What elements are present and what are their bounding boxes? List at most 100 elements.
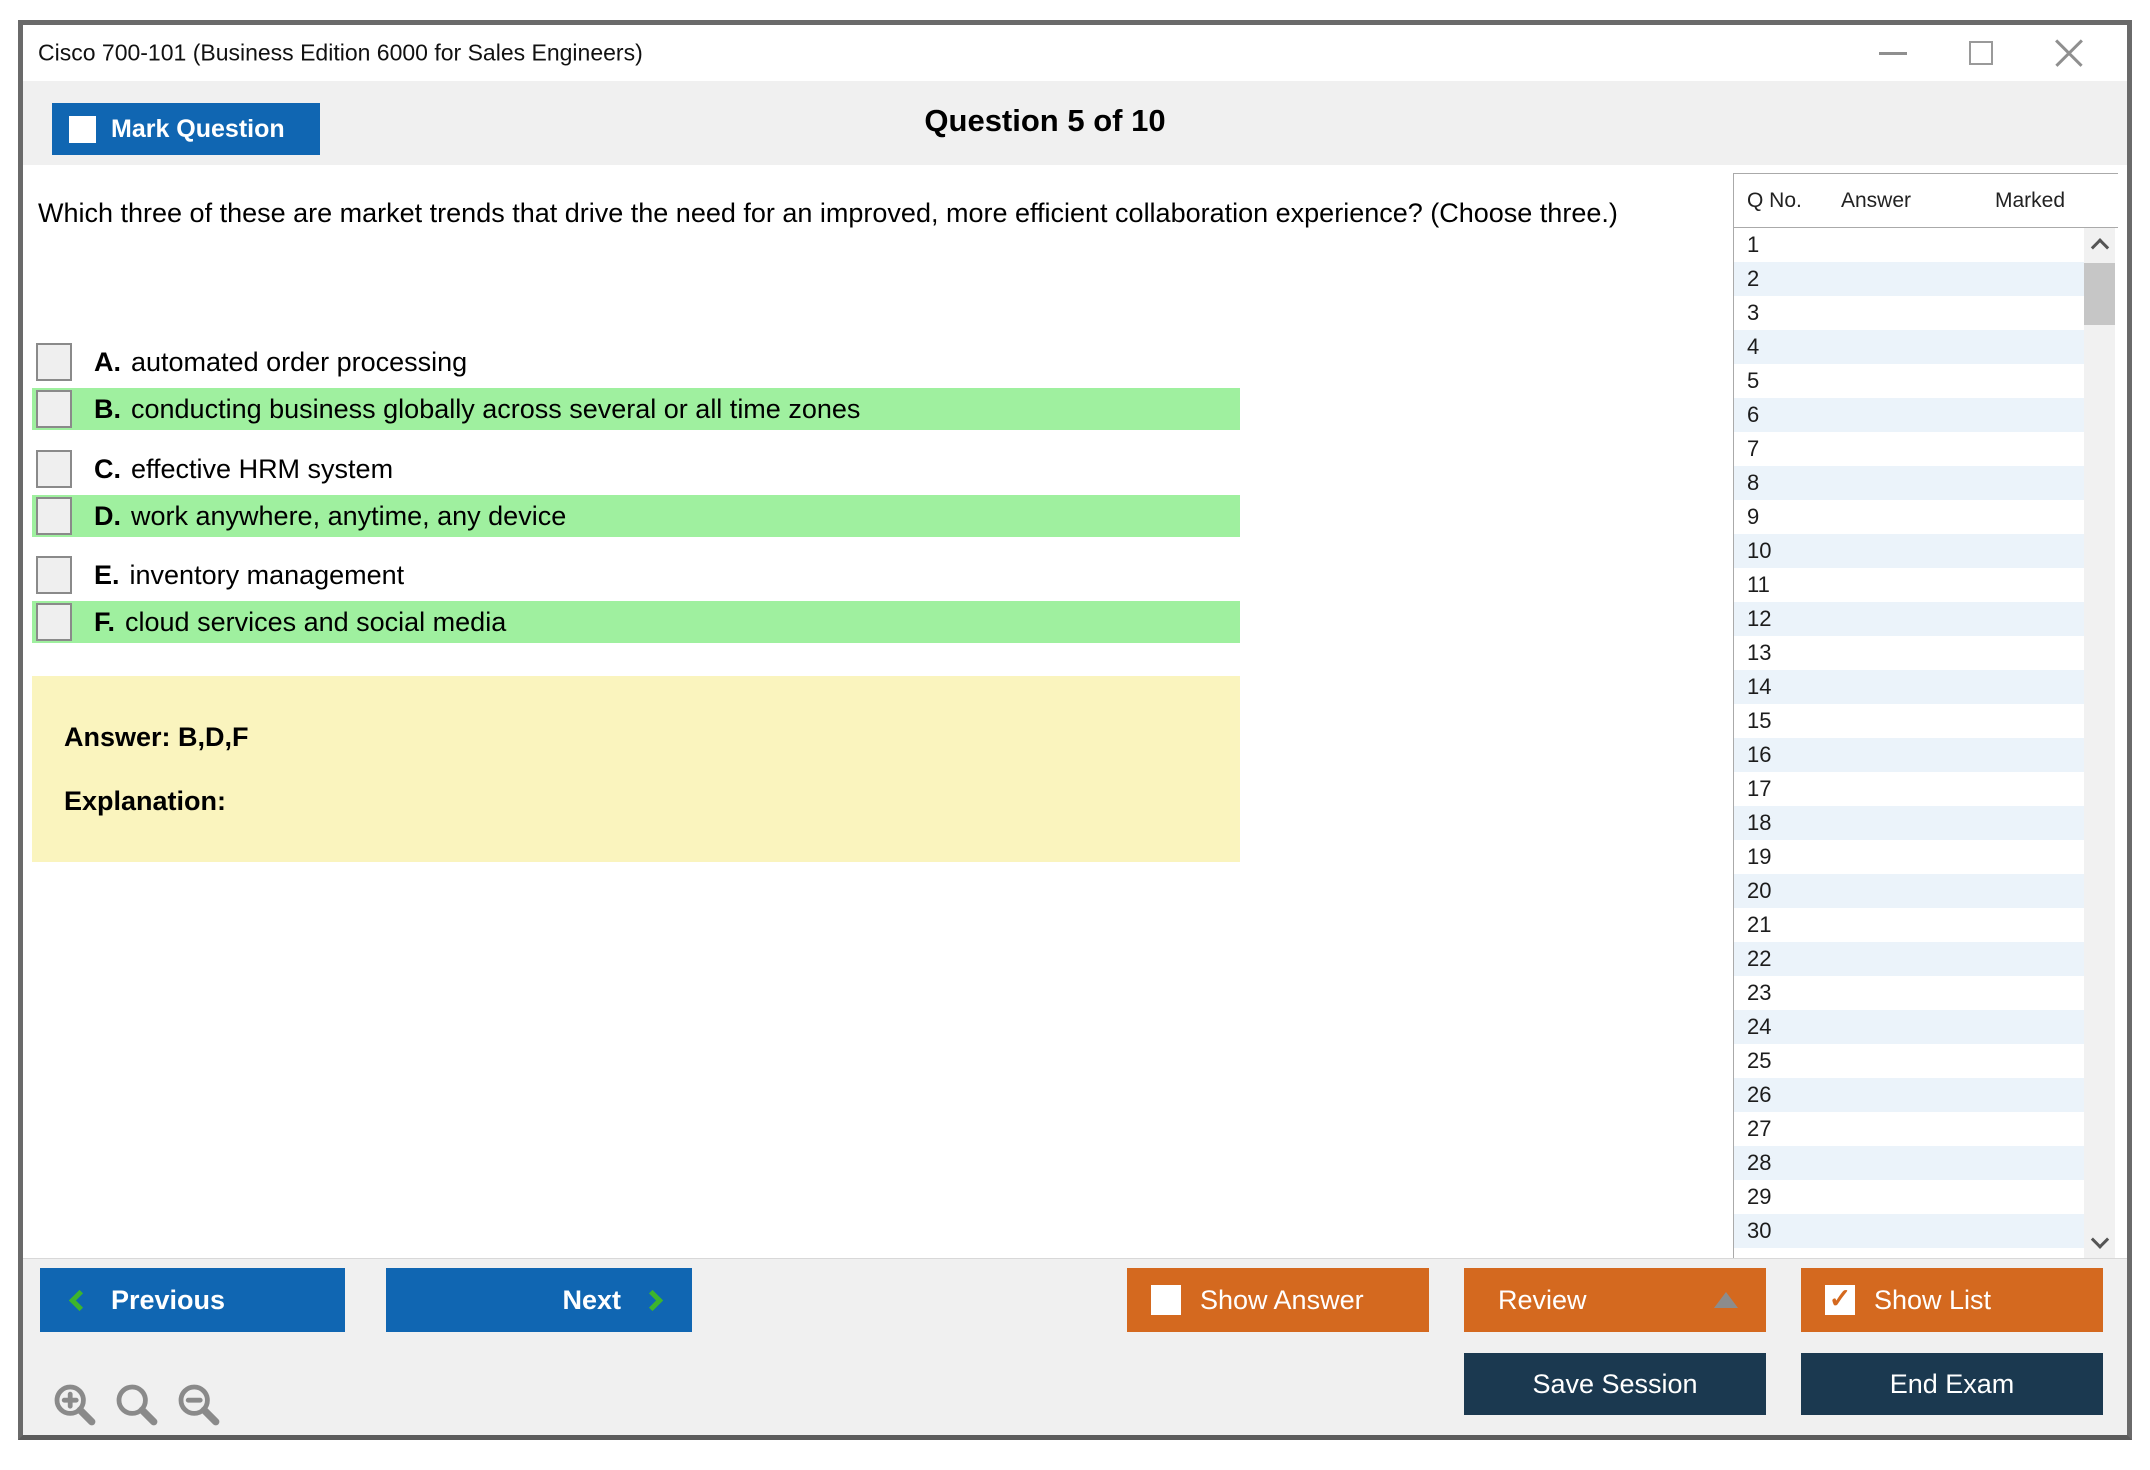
zoom-out-icon[interactable] [175,1381,223,1429]
question-list-row[interactable]: 15 [1734,704,2084,738]
option-checkbox[interactable] [36,603,72,641]
question-list-row[interactable]: 29 [1734,1180,2084,1214]
check-icon: ✓ [1828,1283,1852,1314]
question-list-row[interactable]: 4 [1734,330,2084,364]
question-list-row[interactable]: 23 [1734,976,2084,1010]
close-icon [2054,38,2084,68]
question-list-row[interactable]: 10 [1734,534,2084,568]
next-label: Next [562,1284,621,1315]
question-list-row[interactable]: 8 [1734,466,2084,500]
question-list-row[interactable]: 26 [1734,1078,2084,1112]
question-list-row[interactable]: 19 [1734,840,2084,874]
chevron-up-icon [2090,237,2109,257]
question-list-row[interactable]: 25 [1734,1044,2084,1078]
answer-option-a[interactable]: A. automated order processing [32,341,1240,383]
question-list-scrollbar[interactable] [2084,228,2115,1258]
end-exam-button[interactable]: End Exam [1801,1353,2103,1415]
answer-text: Answer: B,D,F [64,722,249,752]
scrollbar-thumb[interactable] [2084,263,2115,325]
previous-button[interactable]: Previous [40,1268,345,1332]
next-button[interactable]: Next [386,1268,692,1332]
option-checkbox[interactable] [36,556,72,594]
question-list-row[interactable]: 9 [1734,500,2084,534]
mark-question-button[interactable]: Mark Question [52,103,320,155]
question-list-row[interactable]: 20 [1734,874,2084,908]
question-list-row[interactable]: 13 [1734,636,2084,670]
answer-option-b[interactable]: B. conducting business globally across se… [32,388,1240,430]
answer-option-c[interactable]: C. effective HRM system [32,448,1240,490]
question-list-row[interactable]: 11 [1734,568,2084,602]
question-list-row[interactable]: 3 [1734,296,2084,330]
question-list-row[interactable]: 1 [1734,228,2084,262]
row-q-no: 25 [1747,1048,1772,1073]
question-list-body: 1 2 3 4 5 6 7 8 9 10 11 12 13 14 15 16 17 18 19 20 21 22 23 24 2… [1734,228,2118,1258]
mark-question-label: Mark Question [111,114,285,143]
option-checkbox[interactable] [36,343,72,381]
question-list-row[interactable]: 18 [1734,806,2084,840]
option-text: cloud services and social media [125,606,507,637]
footer-bar: Previous Next Show Answer Review ✓ Show … [23,1258,2127,1435]
option-checkbox[interactable] [36,390,72,428]
question-list-row[interactable]: 14 [1734,670,2084,704]
row-q-no: 23 [1747,980,1772,1005]
question-list-row[interactable]: 22 [1734,942,2084,976]
question-list-row[interactable]: 28 [1734,1146,2084,1180]
row-q-no: 3 [1747,300,1760,325]
question-list-row[interactable]: 6 [1734,398,2084,432]
magnifier-icon[interactable] [113,1381,161,1429]
row-q-no: 21 [1747,912,1772,937]
option-checkbox[interactable] [36,450,72,488]
question-list-row[interactable]: 7 [1734,432,2084,466]
close-button[interactable] [2039,25,2099,81]
save-session-button[interactable]: Save Session [1464,1353,1766,1415]
review-button[interactable]: Review [1464,1268,1766,1332]
question-list-row[interactable]: 24 [1734,1010,2084,1044]
header-q-no: Q No. [1747,189,1802,212]
row-q-no: 30 [1747,1218,1772,1243]
show-list-checkbox-icon[interactable]: ✓ [1825,1283,1855,1315]
row-q-no: 10 [1747,538,1772,563]
row-q-no: 22 [1747,946,1772,971]
show-answer-checkbox-icon[interactable] [1151,1285,1181,1315]
minimize-button[interactable] [1863,25,1923,81]
question-list-row[interactable]: 21 [1734,908,2084,942]
option-text: conducting business globally across seve… [131,393,861,424]
question-list-row[interactable]: 12 [1734,602,2084,636]
question-list-row[interactable]: 16 [1734,738,2084,772]
row-q-no: 9 [1747,504,1760,529]
question-list-row[interactable]: 2 [1734,262,2084,296]
answer-option-d[interactable]: D. work anywhere, anytime, any device [32,495,1240,537]
show-answer-button[interactable]: Show Answer [1127,1268,1429,1332]
question-list-row[interactable]: 27 [1734,1112,2084,1146]
option-text: automated order processing [131,346,468,377]
row-q-no: 13 [1747,640,1772,665]
option-checkbox[interactable] [36,497,72,535]
question-list-row[interactable]: 17 [1734,772,2084,806]
answer-option-f[interactable]: F. cloud services and social media [32,601,1240,643]
toolbar: Mark Question Question 5 of 10 [23,81,2127,165]
scroll-down-button[interactable] [2084,1225,2115,1258]
maximize-button[interactable] [1951,25,2011,81]
mark-question-checkbox-icon[interactable] [69,115,96,143]
row-q-no: 18 [1747,810,1772,835]
show-list-button[interactable]: ✓ Show List [1801,1268,2103,1332]
zoom-in-icon[interactable] [51,1381,99,1429]
question-list-sidebar: Q No. Answer Marked 1 2 3 4 5 6 7 8 9 10 11 12 13 14 1… [1733,173,2118,1258]
row-q-no: 20 [1747,878,1772,903]
chevron-left-icon [68,1289,91,1311]
question-counter: Question 5 of 10 [924,103,1166,138]
row-q-no: 7 [1747,436,1760,461]
header-answer: Answer [1841,189,1912,212]
header-marked: Marked [1995,189,2066,212]
question-list-row[interactable]: 30 [1734,1214,2084,1248]
option-letter: C. [94,453,121,484]
zoom-toolbar [51,1381,223,1429]
row-q-no: 28 [1747,1150,1772,1175]
row-q-no: 27 [1747,1116,1772,1141]
question-list-row[interactable]: 5 [1734,364,2084,398]
answer-option-e[interactable]: E. inventory management [32,554,1240,596]
scroll-up-button[interactable] [2084,228,2115,261]
option-text: work anywhere, anytime, any device [131,500,567,531]
option-text: effective HRM system [131,453,394,484]
question-list-rows: 1 2 3 4 5 6 7 8 9 10 11 12 13 14 15 16 17 18 19 20 21 22 23 24 2… [1734,228,2084,1248]
